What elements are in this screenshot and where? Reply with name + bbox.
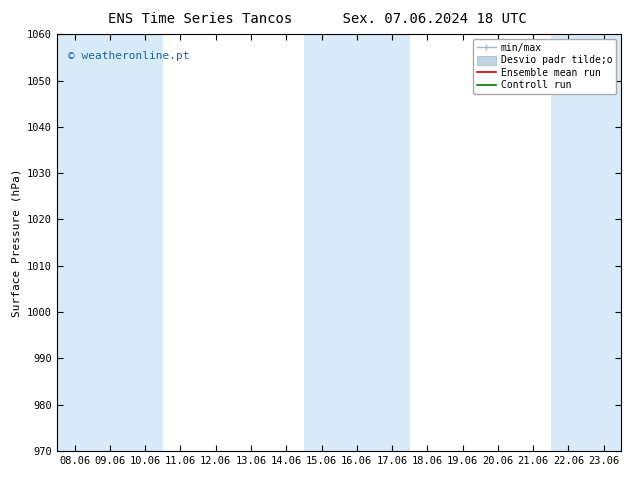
Bar bbox=[57, 34, 93, 451]
Bar bbox=[93, 34, 127, 451]
Y-axis label: Surface Pressure (hPa): Surface Pressure (hPa) bbox=[11, 168, 22, 317]
Legend: min/max, Desvio padr tilde;o, Ensemble mean run, Controll run: min/max, Desvio padr tilde;o, Ensemble m… bbox=[473, 39, 616, 94]
Bar bbox=[339, 34, 375, 451]
Bar bbox=[551, 34, 586, 451]
Text: ENS Time Series Tancos      Sex. 07.06.2024 18 UTC: ENS Time Series Tancos Sex. 07.06.2024 1… bbox=[108, 12, 526, 26]
Bar bbox=[586, 34, 621, 451]
Bar bbox=[375, 34, 410, 451]
Bar bbox=[127, 34, 163, 451]
Text: © weatheronline.pt: © weatheronline.pt bbox=[68, 51, 190, 61]
Bar bbox=[304, 34, 339, 451]
